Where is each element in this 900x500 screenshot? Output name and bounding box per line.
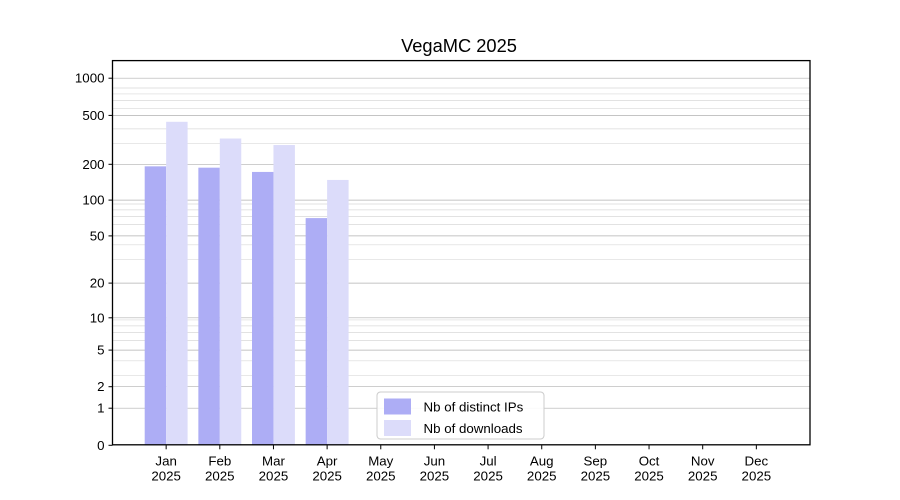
svg-text:2025: 2025 (366, 468, 396, 483)
svg-text:2025: 2025 (151, 468, 181, 483)
svg-text:50: 50 (90, 228, 105, 243)
svg-text:May: May (368, 453, 393, 468)
svg-text:0: 0 (97, 438, 104, 453)
svg-text:Aug: Aug (530, 453, 554, 468)
svg-text:100: 100 (82, 193, 104, 208)
svg-text:Oct: Oct (639, 453, 660, 468)
svg-text:2025: 2025 (473, 468, 503, 483)
svg-text:1: 1 (97, 401, 104, 416)
svg-text:10: 10 (90, 310, 105, 325)
svg-text:Feb: Feb (208, 453, 231, 468)
svg-text:Nb of downloads: Nb of downloads (424, 421, 523, 436)
svg-text:500: 500 (82, 108, 104, 123)
svg-text:200: 200 (82, 157, 104, 172)
svg-text:2025: 2025 (688, 468, 718, 483)
svg-text:2025: 2025 (742, 468, 772, 483)
svg-text:2025: 2025 (634, 468, 664, 483)
svg-text:2025: 2025 (581, 468, 611, 483)
svg-text:Jun: Jun (424, 453, 445, 468)
svg-text:2025: 2025 (259, 468, 289, 483)
svg-text:2025: 2025 (312, 468, 342, 483)
svg-text:Mar: Mar (262, 453, 285, 468)
svg-text:VegaMC 2025: VegaMC 2025 (401, 35, 517, 56)
svg-text:Nov: Nov (691, 453, 715, 468)
svg-text:2025: 2025 (420, 468, 450, 483)
svg-text:20: 20 (90, 276, 105, 291)
svg-text:Sep: Sep (584, 453, 608, 468)
svg-text:Apr: Apr (317, 453, 338, 468)
svg-text:Dec: Dec (745, 453, 769, 468)
svg-text:Jul: Jul (480, 453, 497, 468)
svg-text:2025: 2025 (205, 468, 235, 483)
svg-text:2: 2 (97, 379, 104, 394)
svg-text:Nb of distinct IPs: Nb of distinct IPs (424, 400, 524, 415)
svg-text:5: 5 (97, 343, 104, 358)
svg-text:2025: 2025 (527, 468, 557, 483)
svg-text:Jan: Jan (155, 453, 176, 468)
svg-text:1000: 1000 (75, 71, 105, 86)
